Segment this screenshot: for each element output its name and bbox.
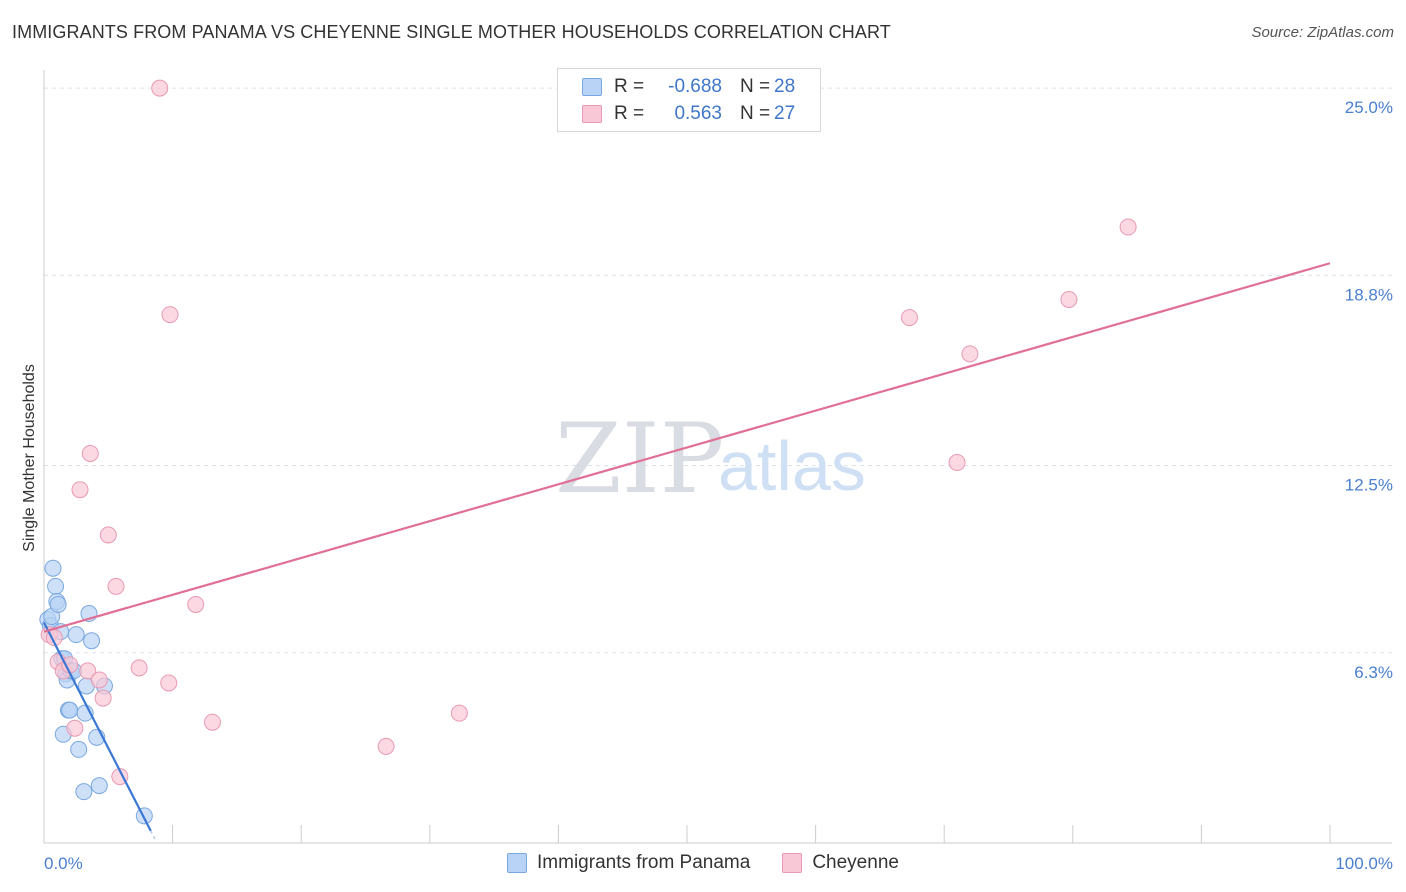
data-point-cheyenne [900, 309, 918, 327]
data-point-cheyenne [1119, 218, 1137, 236]
gridlines [44, 87, 1392, 654]
legend-n-value: 28 [774, 76, 796, 97]
y-tick-label: 25.0% [1345, 98, 1393, 117]
data-point-cheyenne [71, 481, 89, 499]
stats-legend: R = -0.688 N = 28 R = 0.563 N = 27 [557, 68, 821, 132]
trend-line-panama [43, 622, 152, 832]
data-point-panama [83, 632, 101, 650]
points-layer [39, 79, 1137, 825]
data-point-cheyenne [99, 526, 117, 544]
legend-label-cheyenne: Cheyenne [812, 852, 899, 873]
legend-n-label: N = [740, 76, 771, 97]
data-point-panama [61, 701, 79, 719]
y-tick-label: 6.3% [1354, 663, 1393, 682]
data-point-cheyenne [107, 577, 125, 595]
data-point-panama [70, 740, 88, 758]
data-point-cheyenne [94, 689, 112, 707]
data-point-panama [67, 626, 85, 644]
data-point-cheyenne [187, 595, 205, 613]
watermark-atlas: atlas [718, 427, 866, 505]
data-point-cheyenne [66, 719, 84, 737]
data-point-cheyenne [90, 671, 108, 689]
data-point-cheyenne [81, 444, 99, 462]
trend-line-cheyenne [43, 262, 1331, 633]
legend-swatch-cheyenne [582, 105, 602, 123]
source-label: Source: ZipAtlas.com [1251, 24, 1394, 41]
data-point-cheyenne [377, 737, 395, 755]
data-point-cheyenne [160, 674, 178, 692]
watermark-zip: ZIP [555, 403, 724, 515]
legend-item-panama[interactable]: Immigrants from Panama [507, 852, 750, 874]
data-point-cheyenne [161, 306, 179, 324]
legend-item-cheyenne[interactable]: Cheyenne [782, 852, 899, 874]
trend-extension-panama [150, 830, 157, 842]
legend-n-label: N = [740, 103, 771, 124]
data-point-panama [49, 595, 67, 613]
x-tick-label: 100.0% [1335, 854, 1393, 873]
legend-n-value: 27 [774, 103, 796, 124]
y-tick-labels: 6.3% 12.5% 18.8% 25.0% [1345, 98, 1393, 682]
data-point-cheyenne [203, 713, 221, 731]
data-point-panama [135, 807, 153, 825]
x-tick-labels: 0.0% 100.0% [44, 854, 1393, 873]
legend-r-value: -0.688 [668, 76, 722, 97]
legend-row-cheyenne: R = 0.563 N = 27 [582, 102, 795, 126]
legend-swatch-panama [507, 853, 528, 873]
axes [43, 70, 1392, 844]
data-point-panama [47, 577, 65, 595]
legend-r-label: R = [614, 76, 645, 97]
data-point-panama [90, 777, 108, 795]
data-point-cheyenne [79, 662, 97, 680]
data-point-cheyenne [151, 79, 169, 97]
data-point-cheyenne [450, 704, 468, 722]
legend-swatch-cheyenne [782, 853, 803, 873]
y-tick-label: 18.8% [1345, 285, 1393, 304]
legend-label-panama: Immigrants from Panama [537, 852, 751, 873]
chart-title: IMMIGRANTS FROM PANAMA VS CHEYENNE SINGL… [12, 22, 891, 42]
legend-r-label: R = [614, 103, 645, 124]
watermark: ZIP atlas [555, 403, 866, 515]
legend-row-panama: R = -0.688 N = 28 [582, 75, 795, 99]
data-point-cheyenne [961, 345, 979, 363]
data-point-cheyenne [948, 454, 966, 472]
data-point-panama [44, 559, 62, 577]
data-point-cheyenne [1060, 290, 1078, 308]
y-tick-label: 12.5% [1345, 476, 1393, 495]
x-tick-label: 0.0% [44, 854, 83, 873]
legend-r-value: 0.563 [674, 103, 722, 124]
trend-lines [43, 262, 1331, 842]
data-point-panama [75, 783, 93, 801]
series-legend: Immigrants from Panama Cheyenne [0, 852, 1406, 874]
data-point-cheyenne [130, 659, 148, 677]
legend-swatch-panama [582, 78, 602, 96]
y-axis-label: Single Mother Households [21, 364, 38, 552]
